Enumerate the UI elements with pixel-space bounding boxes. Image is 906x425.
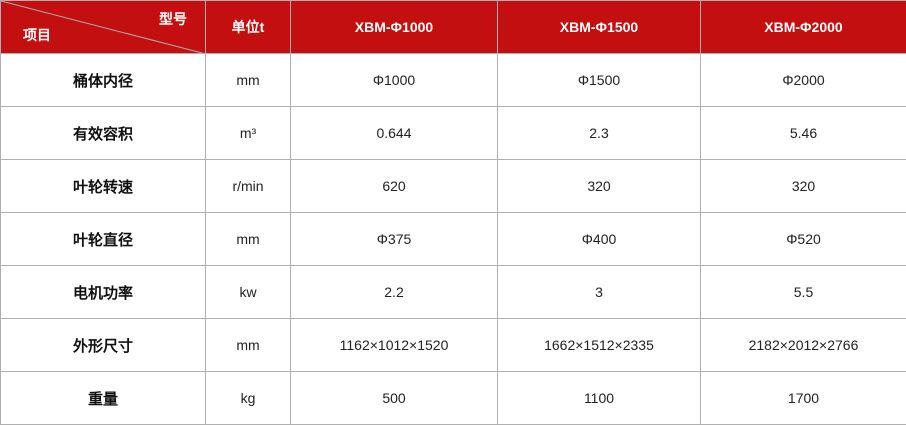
table-row: 重量 kg 500 1100 1700 [0, 371, 906, 425]
row-value: 3 [497, 265, 701, 319]
row-label: 叶轮转速 [0, 159, 206, 213]
row-unit: r/min [205, 159, 291, 213]
row-value: Φ375 [290, 212, 498, 266]
row-value: 5.5 [700, 265, 906, 319]
item-header: 项目 [23, 27, 51, 43]
table-row: 外形尺寸 mm 1162×1012×1520 1662×1512×2335 2182×2… [0, 318, 906, 372]
row-label: 叶轮直径 [0, 212, 206, 266]
model-header-3: XBM-Φ2000 [700, 0, 906, 54]
model-header-2: XBM-Φ1500 [497, 0, 701, 54]
diagonal-line [1, 1, 203, 53]
row-label: 外形尺寸 [0, 318, 206, 372]
row-unit: mm [205, 53, 291, 107]
row-value: 1700 [700, 371, 906, 425]
row-label: 桶体内径 [0, 53, 206, 107]
row-value: 2182×2012×2766 [700, 318, 906, 372]
row-value: 620 [290, 159, 498, 213]
row-label: 电机功率 [0, 265, 206, 319]
header-row: 型号 项目 单位t XBM-Φ1000 XBM-Φ1500 XBM-Φ2000 [0, 0, 906, 54]
row-unit: m³ [205, 106, 291, 160]
row-value: 320 [497, 159, 701, 213]
table-row: 有效容积 m³ 0.644 2.3 5.46 [0, 106, 906, 160]
row-value: Φ2000 [700, 53, 906, 107]
row-label: 有效容积 [0, 106, 206, 160]
model-header: 型号 [159, 11, 187, 27]
row-value: 2.3 [497, 106, 701, 160]
model-header-1: XBM-Φ1000 [290, 0, 498, 54]
table-row: 叶轮转速 r/min 620 320 320 [0, 159, 906, 213]
row-value: Φ520 [700, 212, 906, 266]
corner-header: 型号 项目 [0, 0, 206, 54]
row-unit: mm [205, 212, 291, 266]
row-value: Φ400 [497, 212, 701, 266]
row-value: 0.644 [290, 106, 498, 160]
row-value: 1100 [497, 371, 701, 425]
row-label: 重量 [0, 371, 206, 425]
unit-header: 单位t [205, 0, 291, 54]
table-row: 叶轮直径 mm Φ375 Φ400 Φ520 [0, 212, 906, 266]
row-unit: mm [205, 318, 291, 372]
row-value: 5.46 [700, 106, 906, 160]
row-value: Φ1000 [290, 53, 498, 107]
row-unit: kg [205, 371, 291, 425]
table-row: 桶体内径 mm Φ1000 Φ1500 Φ2000 [0, 53, 906, 107]
table-row: 电机功率 kw 2.2 3 5.5 [0, 265, 906, 319]
row-value: 500 [290, 371, 498, 425]
row-value: 320 [700, 159, 906, 213]
row-value: 2.2 [290, 265, 498, 319]
row-value: 1162×1012×1520 [290, 318, 498, 372]
row-value: Φ1500 [497, 53, 701, 107]
row-value: 1662×1512×2335 [497, 318, 701, 372]
row-unit: kw [205, 265, 291, 319]
